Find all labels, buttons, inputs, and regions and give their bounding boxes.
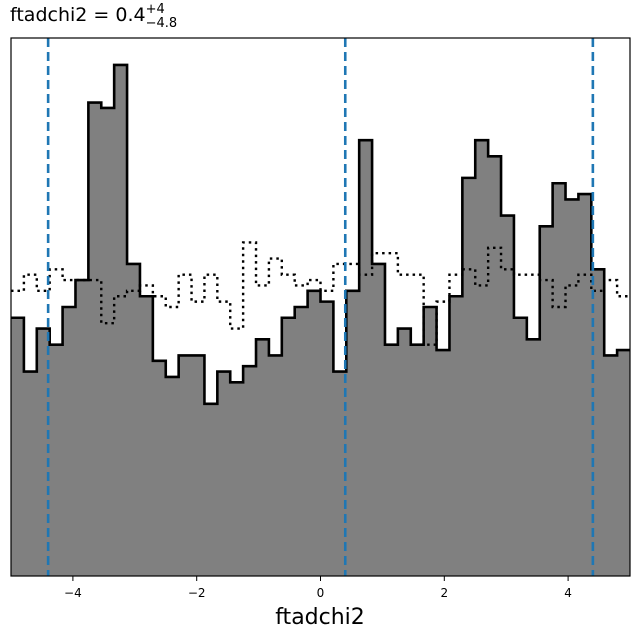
histogram-bar bbox=[566, 199, 579, 576]
histogram-bar bbox=[462, 178, 475, 576]
x-tick-label: 0 bbox=[317, 586, 325, 600]
histogram-bar bbox=[127, 264, 140, 576]
histogram-bar bbox=[101, 108, 114, 576]
histogram-bar bbox=[527, 339, 540, 576]
chart-title: ftadchi2 = 0.4+4 −4.8 bbox=[10, 2, 177, 31]
histogram-bar bbox=[578, 194, 591, 576]
chart-title-base: ftadchi2 = 0.4 bbox=[10, 4, 146, 26]
histogram-bar bbox=[243, 366, 256, 576]
histogram-bar bbox=[514, 318, 527, 576]
histogram-bar bbox=[217, 372, 230, 576]
histogram-outline bbox=[11, 63, 630, 406]
histogram-bar bbox=[295, 307, 308, 576]
histogram-bar bbox=[488, 156, 501, 576]
x-tick-label: 2 bbox=[440, 586, 448, 600]
histogram-bar bbox=[553, 183, 566, 576]
x-axis-label: ftadchi2 bbox=[275, 605, 365, 630]
histogram-bar bbox=[166, 377, 179, 576]
histogram-bar bbox=[204, 404, 217, 576]
histogram-bar bbox=[75, 280, 88, 576]
histogram-bar bbox=[385, 345, 398, 576]
histogram-bar bbox=[63, 307, 76, 576]
histogram-bar bbox=[140, 296, 153, 576]
x-axis-ticks: −4 −2 0 2 4 bbox=[64, 576, 572, 600]
chart-title-sub: −4.8 bbox=[146, 16, 178, 31]
histogram-bar bbox=[153, 361, 166, 576]
histogram-bar bbox=[230, 382, 243, 576]
histogram-bar bbox=[424, 307, 437, 576]
histogram-fill bbox=[11, 64, 630, 577]
histogram-bar bbox=[114, 65, 127, 576]
histogram-bar bbox=[321, 302, 334, 576]
histogram-bar bbox=[398, 329, 411, 576]
histogram-bar bbox=[346, 291, 359, 576]
histogram-bar bbox=[308, 291, 321, 576]
histogram-bar bbox=[256, 339, 269, 576]
histogram-bar bbox=[192, 355, 205, 576]
x-tick-label: −4 bbox=[64, 586, 82, 600]
x-tick-label: −2 bbox=[188, 586, 206, 600]
histogram-bar bbox=[411, 345, 424, 576]
histogram-bar bbox=[372, 264, 385, 576]
histogram-bar bbox=[269, 355, 282, 576]
histogram-bar bbox=[617, 350, 630, 576]
plot-area bbox=[11, 38, 630, 577]
histogram-bar bbox=[540, 226, 553, 576]
histogram-bar bbox=[88, 103, 101, 576]
histogram-bar bbox=[437, 350, 450, 576]
histogram-bar bbox=[11, 318, 24, 576]
histogram-bar bbox=[179, 355, 192, 576]
reference-histogram-outline bbox=[11, 241, 630, 346]
histogram-bar bbox=[475, 140, 488, 576]
x-tick-label: 4 bbox=[564, 586, 572, 600]
histogram-bar bbox=[282, 318, 295, 576]
chart-title-sup: +4 bbox=[146, 2, 165, 17]
histogram-bar bbox=[604, 355, 617, 576]
histogram-bar bbox=[449, 296, 462, 576]
histogram-bar bbox=[359, 140, 372, 576]
histogram-bar bbox=[24, 372, 37, 576]
histogram-bar bbox=[50, 345, 63, 576]
